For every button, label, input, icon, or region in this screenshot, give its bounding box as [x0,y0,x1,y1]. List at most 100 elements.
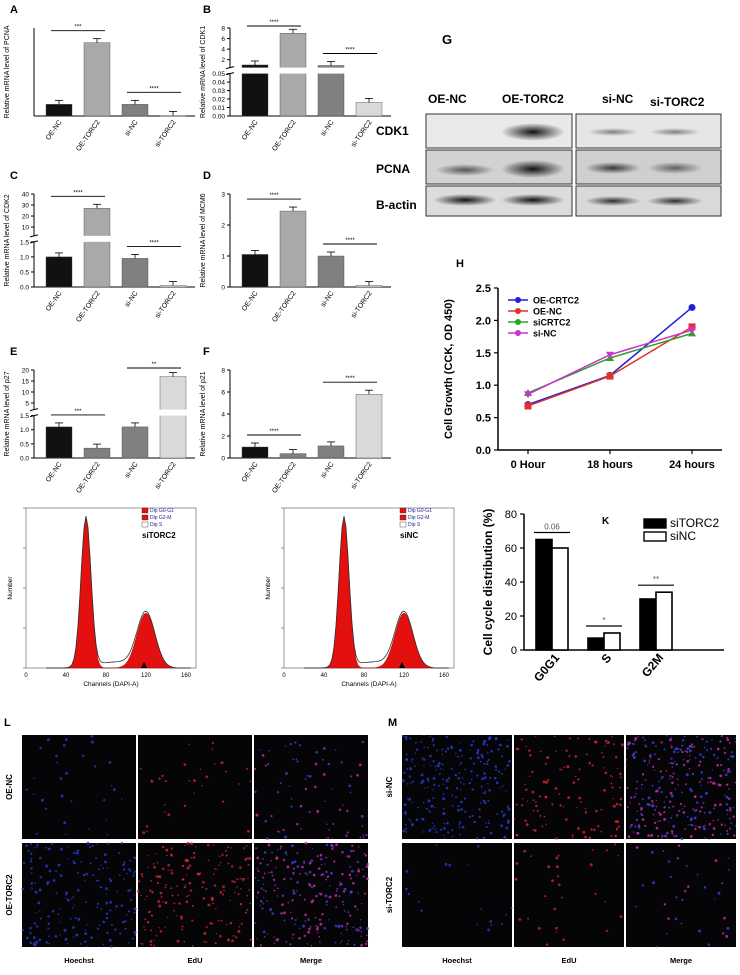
bar [355,102,383,117]
panel-label-g: G [442,32,453,47]
y-tick-label: 0.5 [20,269,29,276]
y-tick-label: 40 [505,577,517,589]
marker-arrow [399,662,405,668]
wb-row-pcna: PCNA [376,162,411,176]
x-tick-label: si-NC [124,461,140,479]
bar [45,426,73,459]
x-tick-label: 40 [321,673,328,679]
x-tick-label: OE-NC [241,119,260,141]
x-tick-label: S [598,651,614,666]
micrograph-hoechst [402,843,512,947]
x-axis-label: Channels (DAPI-A) [341,681,396,688]
legend-label: OE-NC [533,307,563,317]
y-tick-label: 20 [22,214,30,221]
cell-cycle-bar-chart: 0 20 40 60 80 Cell cycle distribution (%) K 0.0… [481,509,724,685]
column-label: Hoechst [442,956,472,965]
bar [83,447,111,459]
significance-label: **** [149,240,159,246]
y-axis-label: Relative mRNA level of MCM6 [200,193,207,287]
column-label: Hoechst [64,956,94,965]
panel-label-e: E [10,346,18,358]
legend-label: Dip G2-M [408,515,429,521]
significance-label: **** [269,193,279,199]
x-tick-label: 80 [103,673,110,679]
bar [159,285,187,288]
y-tick-label: 0 [511,645,517,657]
row-label: OE-NC [5,774,14,800]
bar [83,208,111,288]
data-point [524,391,532,399]
y-tick-label: 1.5 [20,413,29,420]
data-point [606,372,614,380]
bar [45,104,73,117]
x-tick-label: si-NC [320,119,336,137]
y-axis-label: Relative mRNA level of CDK2 [4,194,11,286]
x-tick-label: OE-NC [45,119,64,141]
bar [317,255,345,288]
x-tick-label: 160 [439,673,450,679]
y-tick-label: 20 [505,611,517,623]
series-line [527,329,693,395]
micrograph-edu [514,735,624,839]
sample-label: siNC [400,531,418,540]
significance-label: *** [74,409,82,415]
y-tick-label: 1.5 [20,239,29,246]
x-tick-label: G0G1 [531,651,563,685]
micrograph-merge [626,735,736,839]
wb-row-b-actin: B-actin [376,198,417,212]
y-tick-label: 0.0 [20,285,29,292]
legend-swatch [399,514,407,521]
bar [603,632,621,651]
x-tick-label: 160 [181,673,192,679]
panel-label-m: M [388,717,398,729]
data-point [688,323,696,331]
y-tick-label: 80 [505,509,517,521]
column-label: EdU [188,956,203,965]
y-tick-label: 0 [221,456,225,463]
bar [551,547,569,651]
bar [279,210,307,288]
edu-imaging-overexpression: OE-NC OE-TORC2 Hoechst EdU Merge [0,734,370,970]
wb-lane-oe-nc: OE-NC [428,92,467,106]
bar [355,394,383,459]
bar [121,258,149,288]
legend-swatch [141,514,149,521]
y-tick-label: 10 [22,225,30,232]
y-tick-label: 4 [221,412,225,419]
row-label: si-NC [385,776,394,797]
bar [317,65,345,117]
y-tick-label: 5 [25,401,29,408]
micrograph-edu [138,843,252,947]
plot-area [283,507,455,669]
x-tick-label: G2M [639,651,666,680]
bar-chart-p27: Relative mRNA level of p27 5 10 15 20 0.0 0.5 1… [4,362,195,495]
western-blot-image [425,113,722,217]
x-tick-label: OE-NC [241,461,260,483]
y-axis-label: Relative mRNA level of p27 [4,371,11,456]
y-tick-label: 2.0 [476,315,491,327]
x-axis-label: Channels (DAPI-A) [83,681,138,688]
flow-histogram-sitorc2: 0 40 80 120 160 Channels (DAPI-A) Number Dip G0… [7,507,197,688]
x-tick-label: OE-TORC2 [271,290,297,324]
bar [241,446,269,459]
bar [83,42,111,117]
y-axis-label: Relative mRNA level of PCNA [4,25,11,118]
data-point [606,351,614,359]
bar-chart-mcm6: Relative mRNA level of MCM6 0 1 2 3 OE-NC OE-T… [200,192,391,324]
panel-label-b: B [203,4,211,16]
x-tick-label: OE-TORC2 [271,461,297,495]
legend-label: Dip G0-G1 [150,508,174,514]
y-tick-label: 1 [221,254,225,261]
fit-envelope [303,515,449,669]
micrograph-merge [254,735,368,839]
x-tick-label: 40 [63,673,70,679]
series-line [527,326,693,407]
y-tick-label: 0.0 [20,456,29,463]
legend-label: siCRTC2 [533,318,571,328]
row-label: OE-TORC2 [5,874,14,916]
legend-swatch [643,518,667,529]
y-tick-label: 4 [221,47,225,54]
column-label: Merge [300,956,322,965]
x-tick-label: OE-NC [45,290,64,312]
wb-lane-oe-torc2: OE-TORC2 [502,92,564,106]
